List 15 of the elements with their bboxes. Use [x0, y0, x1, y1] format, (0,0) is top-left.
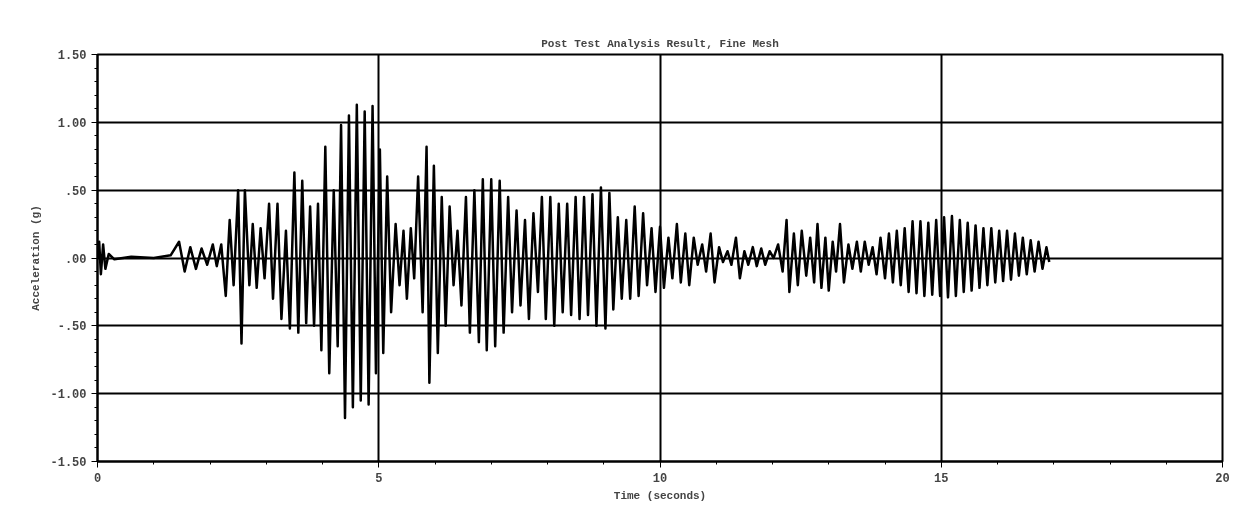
y-tick-label: 1.50 — [57, 49, 87, 63]
x-tick-label: 15 — [934, 471, 949, 486]
y-tick-label: -1.50 — [50, 456, 87, 470]
chart-title: Post Test Analysis Result, Fine Mesh — [541, 37, 779, 50]
x-tick-label: 20 — [1215, 471, 1230, 486]
x-tick-label: 10 — [652, 471, 668, 486]
y-tick-label: .50 — [64, 184, 87, 199]
y-tick-label: .00 — [64, 252, 87, 267]
x-axis-title: Time (seconds) — [613, 489, 707, 502]
y-tick-label: -.50 — [57, 320, 87, 335]
x-tick-label: 0 — [93, 471, 102, 486]
y-axis-title: Acceleration (g) — [30, 205, 43, 311]
y-tick-label: -1.00 — [50, 388, 87, 403]
x-tick-label: 5 — [375, 471, 383, 486]
y-tick-label: 1.00 — [57, 116, 87, 131]
